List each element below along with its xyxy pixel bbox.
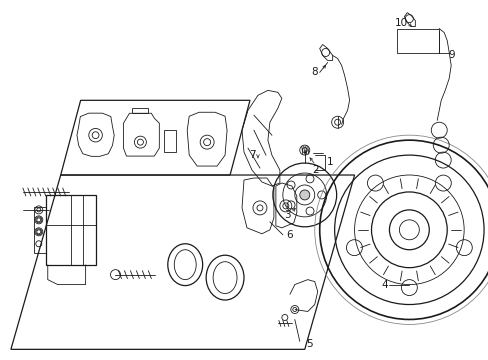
- Text: 7: 7: [248, 150, 255, 160]
- Text: 4: 4: [380, 280, 387, 289]
- Text: 6: 6: [286, 230, 292, 240]
- Text: 8: 8: [311, 67, 317, 77]
- Text: 3: 3: [284, 210, 290, 220]
- Text: 5: 5: [306, 339, 312, 349]
- Circle shape: [299, 190, 309, 200]
- Text: 10: 10: [394, 18, 407, 28]
- Text: 9: 9: [447, 50, 453, 60]
- Text: 1: 1: [325, 157, 332, 167]
- Text: 2: 2: [312, 165, 318, 175]
